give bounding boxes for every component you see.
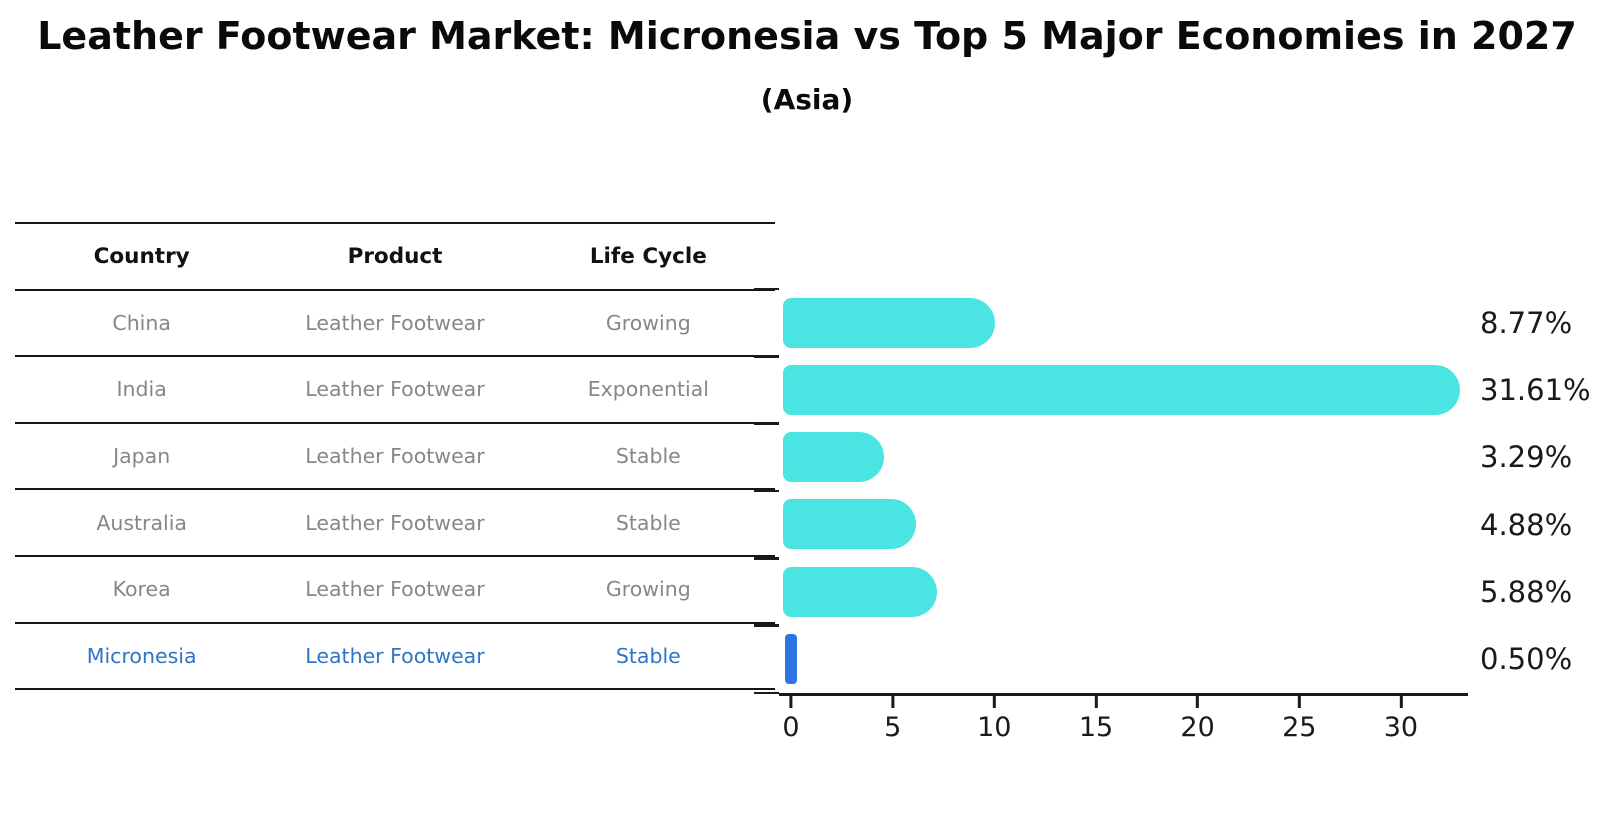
x-tick: 15 bbox=[1079, 696, 1113, 743]
cell-life-cycle: Stable bbox=[615, 643, 681, 668]
bar-row: 4.88% bbox=[779, 491, 1572, 558]
x-tick-label: 5 bbox=[884, 712, 902, 743]
column-header-product: Product bbox=[347, 243, 443, 269]
cell-product: Leather Footwear bbox=[305, 577, 485, 602]
y-tick-mark bbox=[754, 422, 779, 425]
table-row-korea: Korea Leather Footwear Growing bbox=[15, 557, 775, 624]
x-tick-mark bbox=[789, 696, 793, 708]
x-tick: 30 bbox=[1384, 696, 1418, 743]
x-tick-mark bbox=[1196, 696, 1200, 708]
cell-country: China bbox=[112, 310, 171, 335]
x-tick-mark bbox=[992, 696, 996, 708]
table-row-india: India Leather Footwear Exponential bbox=[15, 357, 775, 424]
cell-product: Leather Footwear bbox=[305, 510, 485, 535]
y-tick-mark bbox=[754, 489, 779, 493]
x-tick: 25 bbox=[1282, 696, 1316, 743]
cell-country: India bbox=[116, 377, 167, 402]
column-header-country: Country bbox=[93, 243, 190, 269]
y-tick-mark bbox=[754, 691, 779, 695]
x-tick: 20 bbox=[1180, 696, 1215, 743]
cell-country: Korea bbox=[112, 577, 171, 602]
x-tick-label: 10 bbox=[977, 712, 1012, 743]
x-tick-mark bbox=[1297, 696, 1301, 708]
cell-life-cycle: Stable bbox=[615, 444, 681, 469]
bar-korea bbox=[783, 566, 937, 617]
x-tick: 10 bbox=[977, 696, 1011, 743]
chart-subtitle: (Asia) bbox=[760, 83, 854, 116]
bar-row: 0.50% bbox=[779, 626, 1572, 693]
bar-japan bbox=[783, 432, 884, 483]
x-tick-mark bbox=[891, 696, 895, 708]
cell-life-cycle: Growing bbox=[605, 577, 691, 602]
cell-life-cycle: Growing bbox=[605, 310, 691, 335]
bar-india bbox=[783, 364, 1460, 415]
x-axis-line bbox=[779, 693, 1468, 696]
column-header-life-cycle: Life Cycle bbox=[589, 243, 707, 269]
cell-product: Leather Footwear bbox=[305, 643, 485, 668]
bar-china bbox=[783, 297, 996, 348]
bar-row: 8.77% bbox=[779, 289, 1572, 356]
bar-chart: 8.77% 31.61% 3.29% 4.88% 5.88% 0.50% 0 bbox=[754, 287, 1591, 743]
cell-life-cycle: Stable bbox=[615, 510, 681, 535]
x-tick-label: 15 bbox=[1078, 712, 1114, 743]
cell-product: Leather Footwear bbox=[305, 444, 485, 469]
bar-row: 3.29% bbox=[779, 424, 1572, 491]
bar-australia bbox=[783, 499, 917, 550]
bar-row: 5.88% bbox=[779, 558, 1572, 625]
y-tick-mark bbox=[754, 355, 779, 358]
y-tick-mark bbox=[754, 624, 779, 627]
cell-product: Leather Footwear bbox=[305, 310, 485, 335]
table-row-australia: Australia Leather Footwear Stable bbox=[15, 490, 775, 557]
x-tick: 0 bbox=[782, 696, 800, 743]
table-row-japan: Japan Leather Footwear Stable bbox=[15, 424, 775, 491]
table-row-china: China Leather Footwear Growing bbox=[15, 291, 775, 358]
cell-country: Micronesia bbox=[86, 643, 197, 668]
bar-row: 31.61% bbox=[779, 356, 1591, 423]
bar-value-label: 3.29% bbox=[1480, 440, 1573, 475]
cell-country: Japan bbox=[113, 444, 171, 469]
x-tick-mark bbox=[1399, 696, 1403, 708]
x-tick-label: 0 bbox=[782, 712, 800, 743]
bar-value-label: 31.61% bbox=[1480, 372, 1591, 407]
y-tick-mark bbox=[754, 287, 779, 291]
bar-value-label: 8.77% bbox=[1480, 305, 1573, 340]
table-row-micronesia: Micronesia Leather Footwear Stable bbox=[15, 624, 775, 691]
bar-micronesia bbox=[785, 634, 798, 685]
x-tick-label: 20 bbox=[1180, 712, 1215, 743]
cell-life-cycle: Exponential bbox=[587, 377, 709, 402]
y-tick-mark bbox=[754, 557, 779, 560]
x-tick-mark bbox=[1094, 696, 1098, 708]
cell-country: Australia bbox=[96, 510, 187, 535]
comparison-table: Country Product Life Cycle China Leather… bbox=[15, 222, 775, 691]
x-tick-label: 25 bbox=[1282, 712, 1317, 743]
bar-value-label: 4.88% bbox=[1480, 507, 1573, 542]
table-header-row: Country Product Life Cycle bbox=[15, 224, 775, 291]
chart-title: Leather Footwear Market: Micronesia vs T… bbox=[37, 14, 1577, 58]
bar-value-label: 5.88% bbox=[1480, 574, 1573, 609]
x-tick: 5 bbox=[884, 696, 901, 743]
bar-value-label: 0.50% bbox=[1480, 642, 1573, 677]
x-tick-label: 30 bbox=[1383, 712, 1419, 743]
cell-product: Leather Footwear bbox=[305, 377, 485, 402]
